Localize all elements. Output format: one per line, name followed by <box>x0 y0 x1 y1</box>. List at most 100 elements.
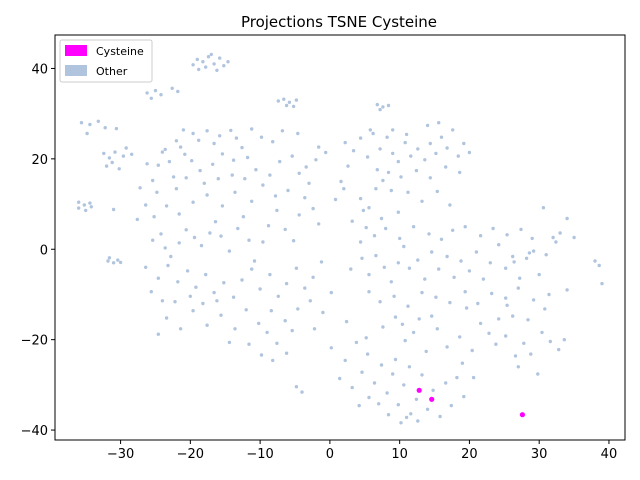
point-other <box>282 97 286 101</box>
point-other <box>275 341 279 345</box>
point-other <box>467 150 472 155</box>
point-other <box>551 235 555 240</box>
point-other <box>226 60 230 64</box>
point-other <box>296 307 300 311</box>
point-other <box>554 240 558 244</box>
point-other <box>294 385 299 389</box>
point-other <box>218 134 222 138</box>
point-other <box>213 220 218 224</box>
point-other <box>333 197 338 202</box>
point-other <box>319 260 324 264</box>
point-other <box>177 212 181 216</box>
point-other <box>144 203 148 207</box>
point-other <box>174 187 179 191</box>
point-other <box>385 391 389 395</box>
point-other <box>276 99 280 103</box>
point-other <box>231 158 236 162</box>
point-other <box>451 128 455 132</box>
point-other <box>572 235 576 240</box>
point-other <box>519 227 523 232</box>
point-other <box>476 301 480 306</box>
point-other <box>342 187 346 191</box>
point-other <box>452 275 456 279</box>
legend-label-other: Other <box>96 65 128 78</box>
plot-area: −30 −20 −10 0 10 20 30 40 −40 −20 0 20 40 <box>21 34 626 462</box>
axes-frame <box>54 34 626 441</box>
point-other <box>420 199 424 203</box>
point-other <box>307 181 311 185</box>
point-other <box>144 265 148 269</box>
x-tick-label: −30 <box>107 447 134 462</box>
point-other <box>435 327 439 331</box>
point-other <box>247 238 251 242</box>
point-other <box>271 358 275 363</box>
point-other <box>431 388 435 392</box>
point-other <box>259 135 264 139</box>
point-other <box>294 266 299 270</box>
point-other <box>297 171 301 175</box>
point-other <box>311 275 315 279</box>
point-other <box>409 412 413 416</box>
point-other <box>178 327 183 331</box>
point-other <box>497 317 501 321</box>
point-other <box>338 376 342 381</box>
point-other <box>522 341 526 345</box>
point-other <box>241 215 246 219</box>
point-other <box>379 216 384 221</box>
point-other <box>403 338 407 343</box>
point-other <box>430 250 434 254</box>
point-other <box>204 272 208 277</box>
point-other <box>396 403 400 407</box>
point-other <box>261 183 265 187</box>
point-other <box>403 140 407 145</box>
point-other <box>531 249 536 253</box>
point-other <box>597 263 601 268</box>
point-other <box>233 190 237 194</box>
point-other <box>358 136 363 140</box>
point-other <box>386 170 391 175</box>
point-other <box>448 203 452 207</box>
point-other <box>156 163 160 167</box>
point-other <box>211 162 215 166</box>
point-other <box>435 189 439 194</box>
point-other <box>416 258 420 262</box>
point-other <box>474 250 479 254</box>
point-other <box>406 304 410 308</box>
point-other <box>291 104 296 109</box>
x-tick-label: −20 <box>177 447 204 462</box>
point-other <box>444 165 448 169</box>
point-other <box>103 126 107 130</box>
point-other <box>113 150 117 154</box>
point-cysteine <box>416 387 422 393</box>
point-other <box>208 231 212 235</box>
point-other <box>437 267 441 271</box>
point-other <box>406 190 410 194</box>
points-layer <box>77 52 604 425</box>
point-other <box>487 331 491 335</box>
point-other <box>530 236 534 241</box>
point-other <box>365 352 370 356</box>
point-other <box>300 390 304 394</box>
point-other <box>372 381 377 385</box>
point-other <box>529 352 533 356</box>
point-other <box>117 167 121 171</box>
point-other <box>358 196 363 201</box>
point-other <box>543 307 547 311</box>
point-other <box>396 210 400 214</box>
point-other <box>565 288 569 292</box>
point-other <box>464 306 469 310</box>
point-other <box>216 177 220 181</box>
point-other <box>344 319 349 324</box>
point-other <box>159 93 163 97</box>
point-other <box>84 208 88 213</box>
point-other <box>411 225 416 229</box>
point-other <box>404 415 409 420</box>
point-other <box>265 330 269 335</box>
legend-swatch-other <box>65 65 87 76</box>
point-other <box>236 226 240 231</box>
point-other <box>389 188 393 193</box>
point-other <box>259 353 264 357</box>
point-other <box>88 122 92 127</box>
point-other <box>511 254 515 259</box>
point-other <box>204 65 208 69</box>
